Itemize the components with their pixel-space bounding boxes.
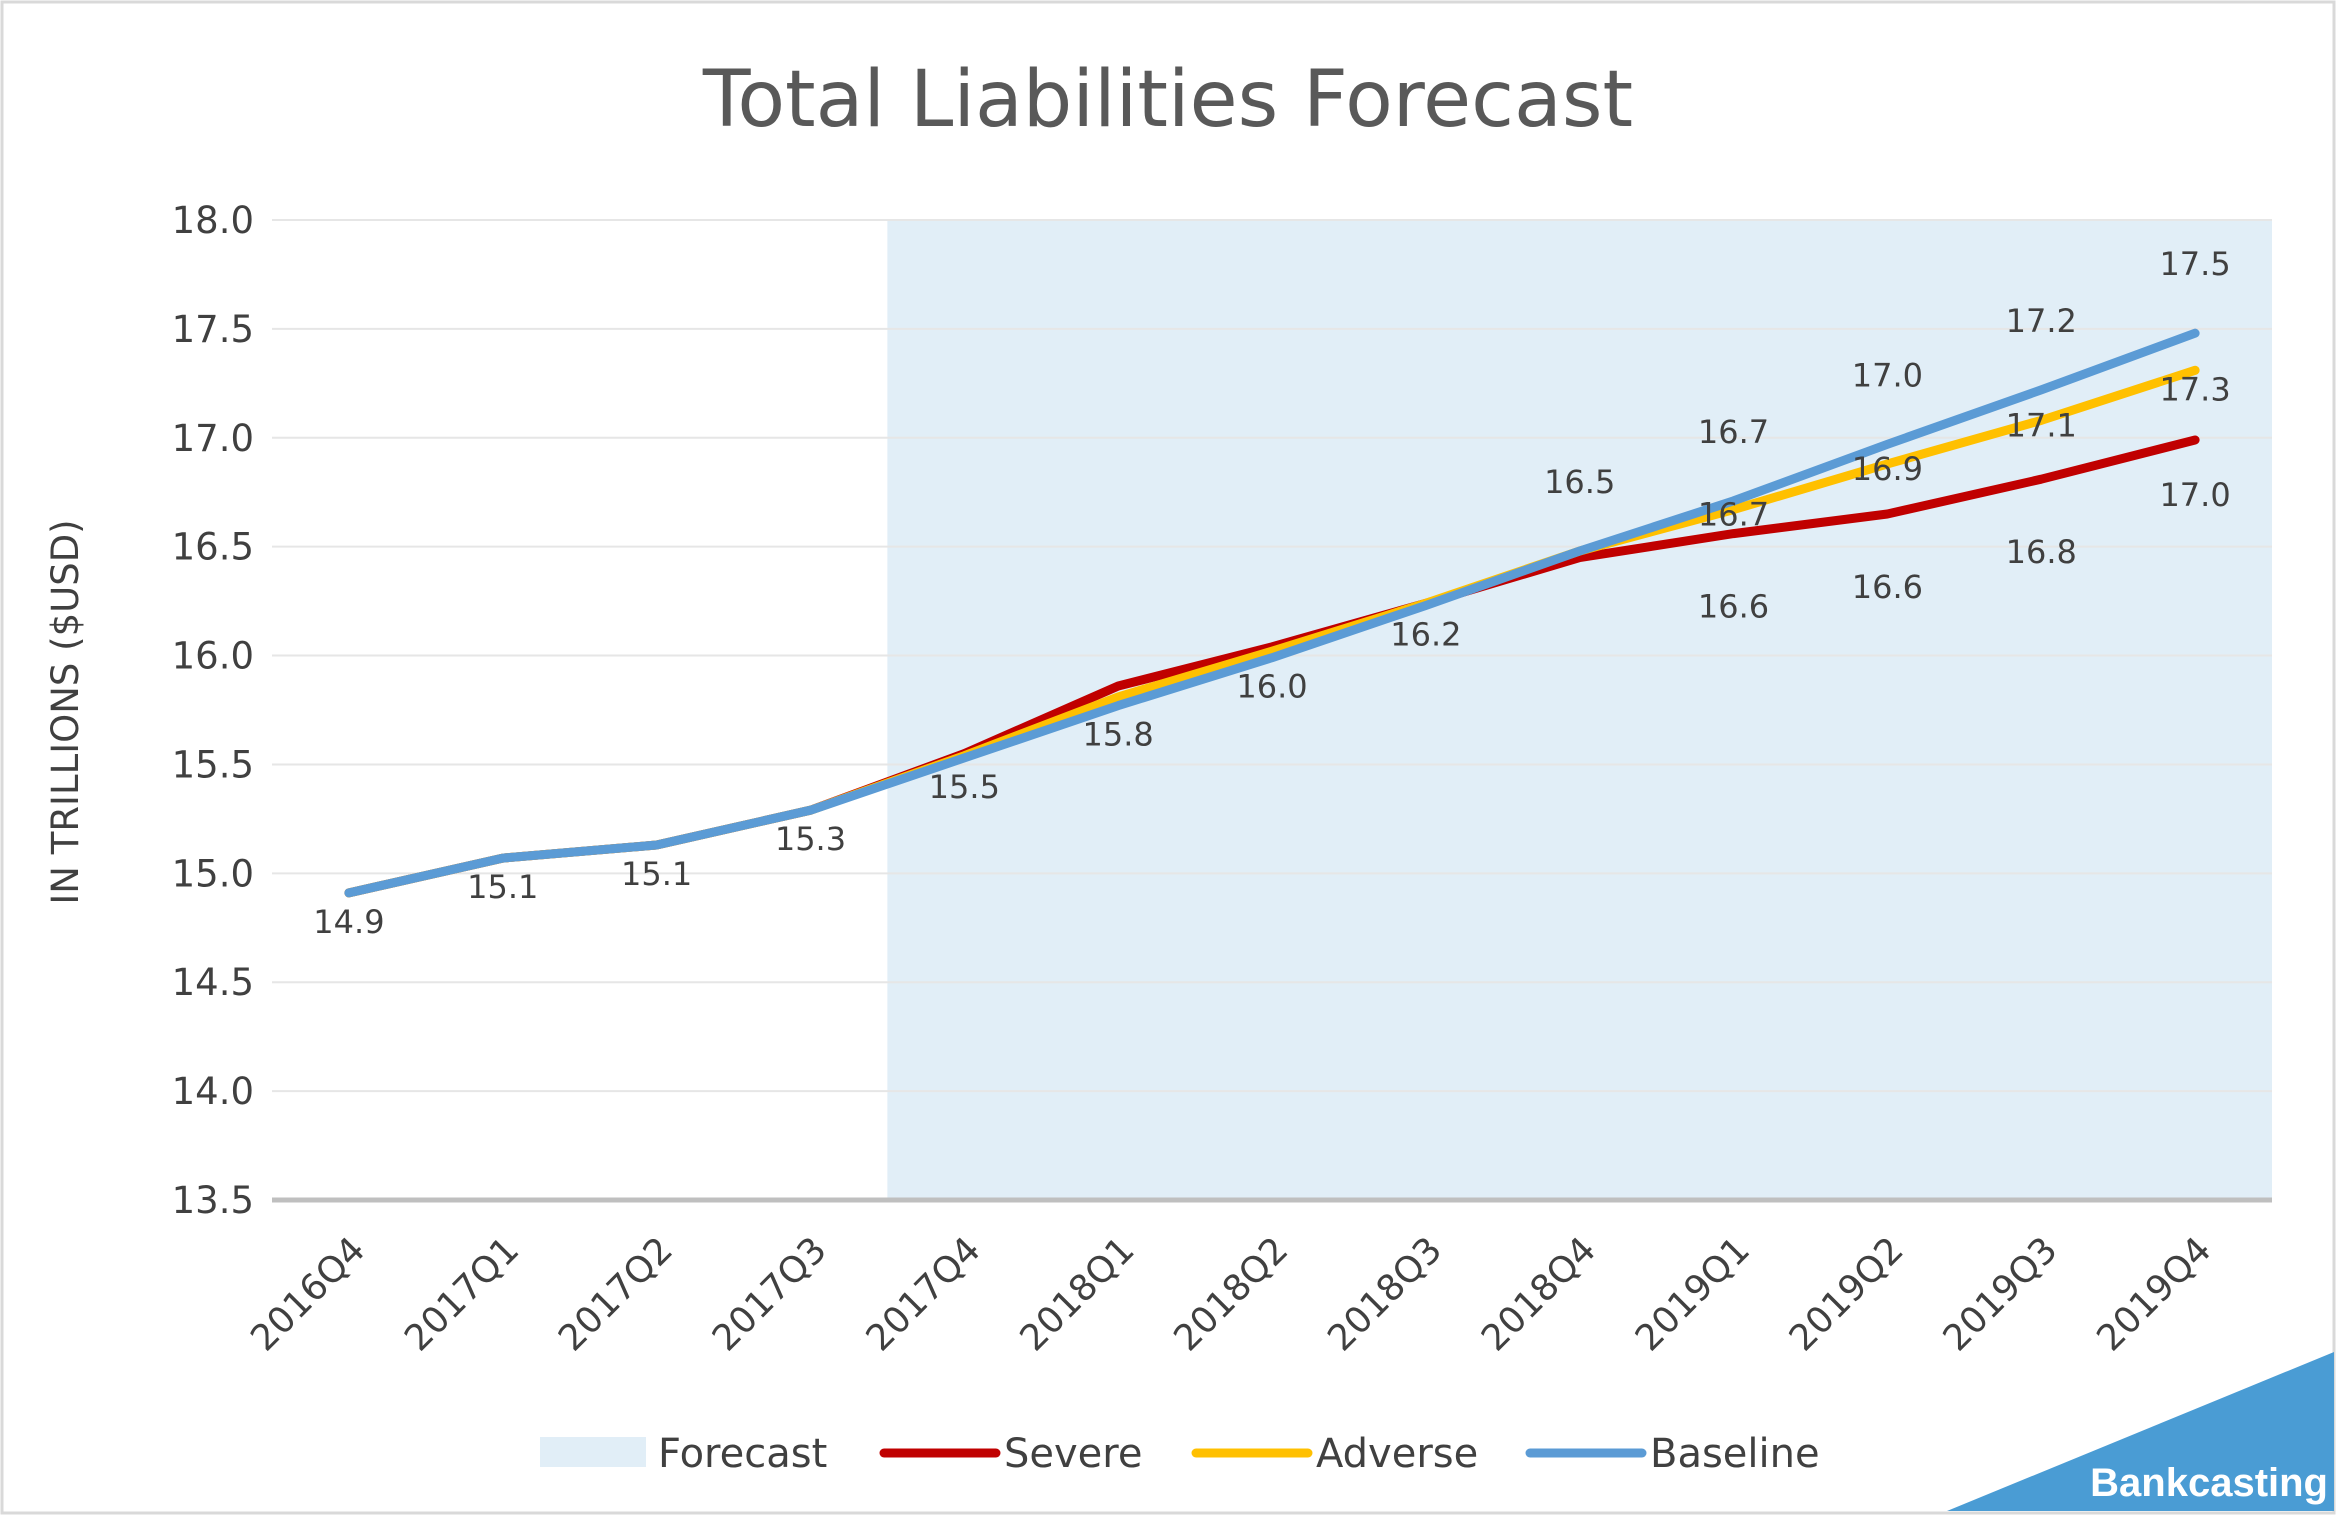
- data-label-baseline: 17.0: [1852, 356, 1923, 394]
- legend-swatch-forecast: [540, 1437, 646, 1467]
- data-label-baseline: 16.0: [1236, 668, 1307, 706]
- y-tick-label: 16.0: [172, 635, 254, 678]
- data-label-adverse: 16.9: [1852, 450, 1923, 488]
- data-label-adverse: 17.3: [2159, 370, 2230, 408]
- series-lines: [344, 328, 2200, 898]
- data-label-baseline: 16.2: [1390, 615, 1461, 653]
- data-label-baseline: 16.7: [1698, 413, 1769, 451]
- data-label-baseline: 15.1: [467, 868, 538, 906]
- y-tick-label: 13.5: [172, 1179, 254, 1222]
- y-tick-label: 14.5: [172, 961, 254, 1004]
- y-tick-label: 17.5: [172, 308, 254, 351]
- data-label-baseline: 15.3: [775, 820, 846, 858]
- data-label-baseline: 15.5: [929, 768, 1000, 806]
- brand-badge: Bankcasting: [1947, 1352, 2334, 1511]
- y-tick-label: 16.5: [172, 526, 254, 569]
- data-label-severe: 16.6: [1698, 588, 1769, 626]
- series-line-baseline: [344, 328, 2200, 898]
- y-tick-label: 17.0: [172, 417, 254, 460]
- legend-label-severe: Severe: [1004, 1431, 1142, 1477]
- y-tick-label: 14.0: [172, 1070, 254, 1113]
- data-label-baseline: 15.1: [621, 855, 692, 893]
- data-label-baseline: 15.8: [1083, 716, 1154, 754]
- y-tick-label: 18.0: [172, 199, 254, 242]
- y-tick-label: 15.0: [172, 852, 254, 895]
- data-label-severe: 17.0: [2159, 476, 2230, 514]
- data-label-severe: 16.8: [2006, 533, 2077, 571]
- data-label-adverse: 17.1: [2006, 406, 2077, 444]
- gridlines: [272, 219, 2272, 1093]
- brand-triangle: [1947, 1352, 2334, 1511]
- chart-title: Total Liabilities Forecast: [702, 55, 1633, 145]
- y-tick-label: 15.5: [172, 743, 254, 786]
- data-label-severe: 16.6: [1852, 568, 1923, 606]
- legend-label-baseline: Baseline: [1650, 1431, 1820, 1477]
- legend: Forecast Severe Adverse Baseline: [540, 1431, 1820, 1477]
- brand-label: Bankcasting: [2090, 1461, 2328, 1505]
- data-labels: 16.6 16.6 16.8 17.0 16.7 16.9 17.1 17.3 14.9 15.1…: [313, 245, 2230, 941]
- data-label-adverse: 16.7: [1698, 496, 1769, 534]
- data-label-baseline: 17.5: [2159, 245, 2230, 283]
- y-axis-label: IN TRILLIONS ($USD): [44, 519, 87, 904]
- data-label-baseline: 14.9: [313, 903, 384, 941]
- data-label-baseline: 17.2: [2006, 302, 2077, 340]
- data-label-baseline: 16.5: [1544, 463, 1615, 501]
- legend-label-adverse: Adverse: [1316, 1431, 1478, 1477]
- legend-label-forecast: Forecast: [658, 1431, 827, 1477]
